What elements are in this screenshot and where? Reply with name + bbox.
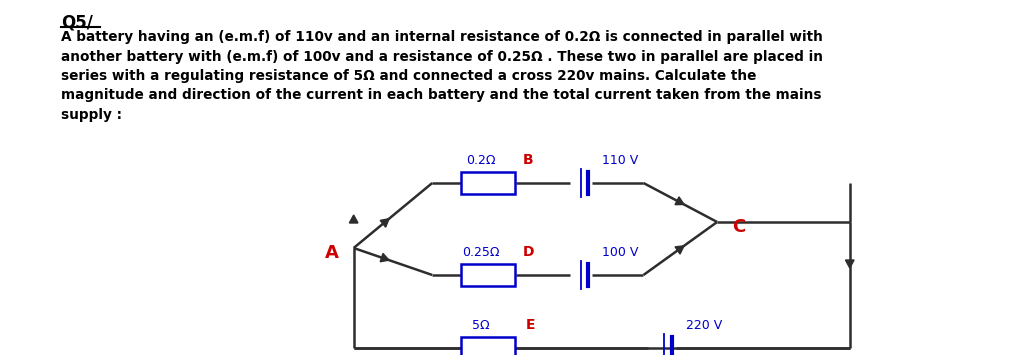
Text: Q5/: Q5/ [61,14,93,32]
Bar [461,172,515,194]
Text: B: B [522,153,533,167]
Bar [461,337,515,355]
Text: A battery having an (e.m.f) of 110v and an internal resistance of 0.2Ω is connec: A battery having an (e.m.f) of 110v and … [61,30,823,122]
Text: E: E [525,318,536,332]
Text: 0.2Ω: 0.2Ω [466,154,495,167]
Polygon shape [676,246,684,254]
Text: 220 V: 220 V [686,319,722,332]
Text: 110 V: 110 V [602,154,639,167]
Polygon shape [380,219,389,227]
Text: D: D [522,245,535,259]
Polygon shape [350,215,358,223]
Text: 100 V: 100 V [602,246,639,259]
Text: 5Ω: 5Ω [471,319,490,332]
Text: A: A [325,244,339,262]
Text: C: C [732,218,745,236]
Polygon shape [380,253,389,262]
Polygon shape [675,197,684,205]
Bar [461,264,515,286]
Text: 0.25Ω: 0.25Ω [462,246,499,259]
Polygon shape [845,260,854,268]
